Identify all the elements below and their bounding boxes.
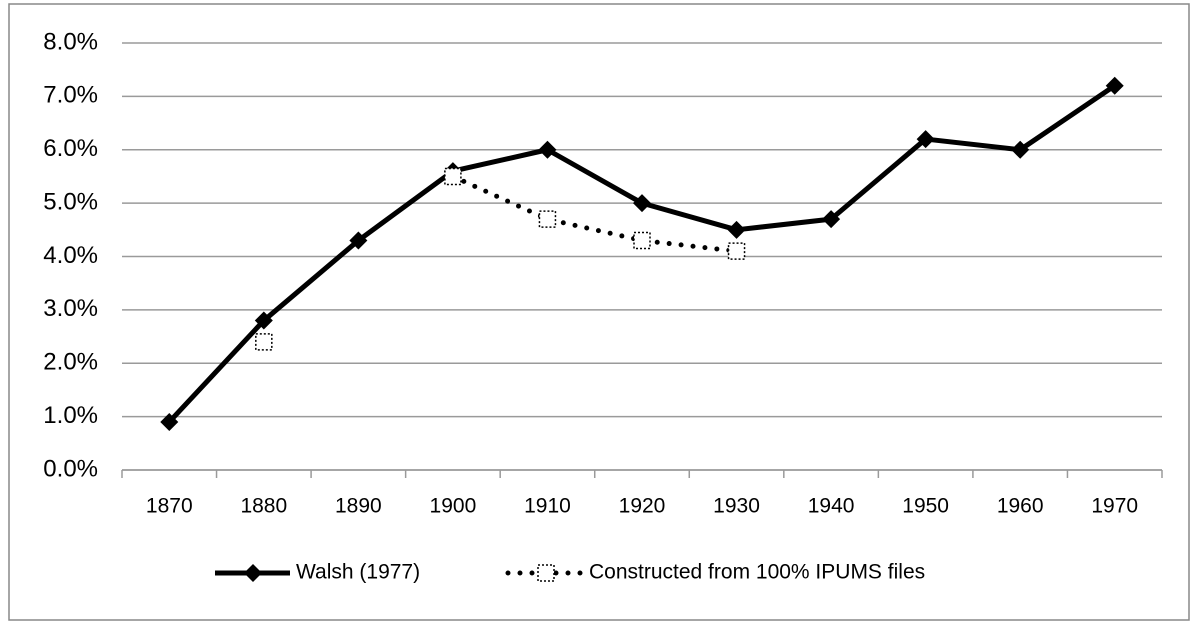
y-tick-label: 7.0% — [43, 82, 98, 109]
x-tick-label: 1960 — [997, 495, 1044, 518]
data-point — [255, 333, 273, 351]
y-tick-label: 4.0% — [43, 242, 98, 269]
data-point — [538, 140, 557, 159]
y-tick-label: 0.0% — [43, 455, 98, 482]
x-tick-label: 1890 — [335, 495, 382, 518]
legend-marker — [244, 564, 262, 582]
y-tick-label: 2.0% — [43, 349, 98, 376]
data-point — [349, 231, 368, 250]
data-point — [633, 194, 651, 213]
legend-label: Constructed from 100% IPUMS files — [589, 561, 925, 584]
x-tick-label: 1940 — [808, 495, 855, 518]
data-point — [160, 412, 179, 431]
data-point — [633, 231, 651, 250]
data-point — [1105, 76, 1124, 95]
data-point — [822, 210, 841, 229]
y-tick-label: 8.0% — [43, 28, 98, 55]
x-tick-label: 1900 — [430, 495, 477, 518]
x-tick-label: 1970 — [1091, 495, 1138, 518]
data-point — [727, 220, 746, 239]
legend-marker — [537, 564, 555, 582]
y-tick-label: 5.0% — [43, 188, 98, 215]
y-tick-label: 6.0% — [43, 135, 98, 162]
data-point — [538, 210, 557, 228]
x-tick-label: 1880 — [240, 495, 287, 518]
data-point — [444, 167, 462, 186]
x-tick-label: 1920 — [619, 495, 666, 518]
x-tick-label: 1950 — [902, 495, 949, 518]
data-point — [727, 242, 746, 260]
x-tick-label: 1930 — [713, 495, 760, 518]
data-point — [1011, 140, 1030, 159]
data-point — [916, 130, 935, 149]
y-tick-label: 1.0% — [43, 402, 98, 429]
x-tick-label: 1870 — [146, 495, 193, 518]
y-tick-label: 3.0% — [43, 295, 98, 322]
chart-frame — [8, 3, 1190, 621]
x-tick-label: 1910 — [524, 495, 571, 518]
data-point — [254, 311, 273, 330]
legend-label: Walsh (1977) — [296, 561, 420, 584]
